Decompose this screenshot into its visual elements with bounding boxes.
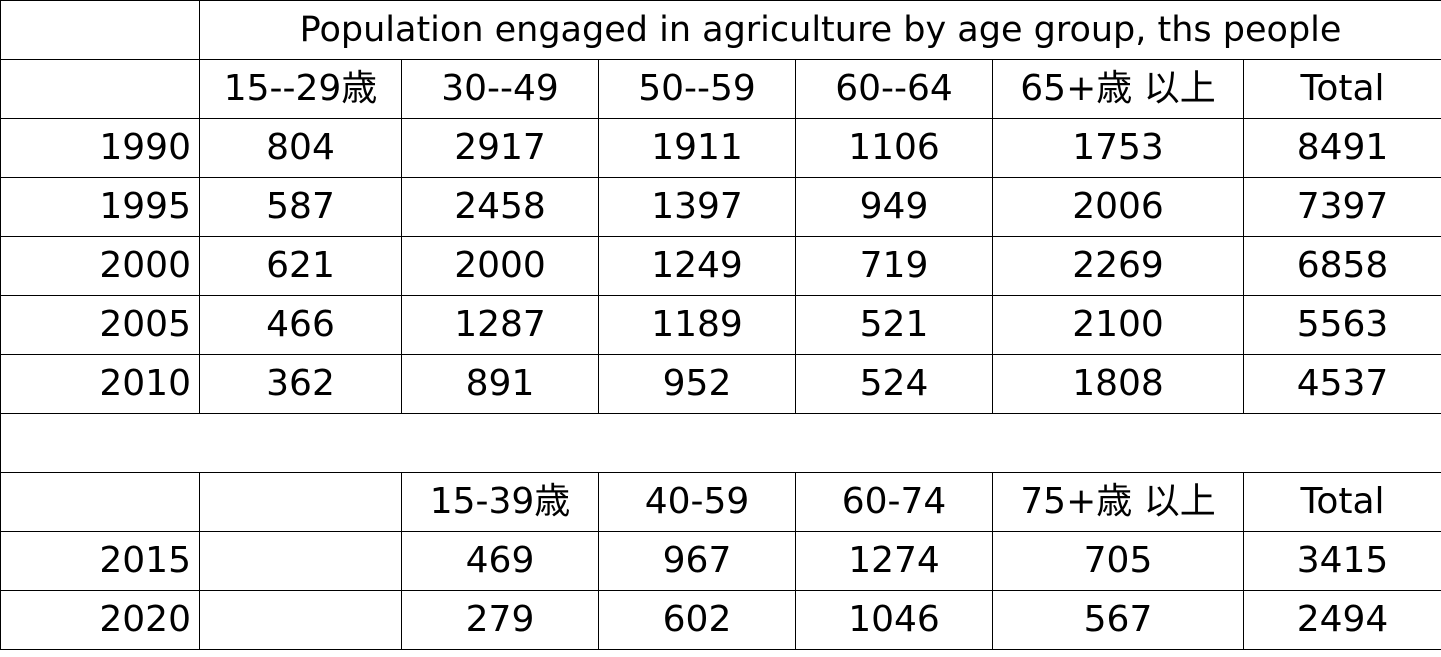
empty-cell[interactable] [0, 0, 200, 60]
value-cell[interactable]: 804 [199, 118, 402, 178]
value-cell[interactable]: 1397 [598, 177, 796, 237]
value-cell[interactable]: 2269 [992, 236, 1244, 296]
total-cell[interactable]: 3415 [1242, 531, 1441, 591]
header-cell[interactable]: 60--64 [795, 59, 993, 119]
value-cell[interactable]: 602 [598, 590, 796, 650]
value-cell[interactable]: 524 [795, 354, 993, 414]
value-cell[interactable]: 2458 [401, 177, 599, 237]
value-cell[interactable]: 2006 [992, 177, 1244, 237]
value-cell[interactable] [199, 590, 402, 650]
value-cell[interactable]: 466 [199, 295, 402, 355]
table-row: 2005 466 1287 1189 521 2100 5563 [0, 295, 1441, 355]
value-cell[interactable]: 2917 [401, 118, 599, 178]
header-cell[interactable]: Total [1242, 59, 1441, 119]
value-cell[interactable]: 469 [401, 531, 599, 591]
empty-cell[interactable] [0, 59, 200, 119]
value-cell[interactable]: 621 [199, 236, 402, 296]
header-cell[interactable]: 65+歳 以上 [992, 59, 1244, 119]
table-row: 1995 587 2458 1397 949 2006 7397 [0, 177, 1441, 237]
total-cell[interactable]: 8491 [1242, 118, 1441, 178]
value-cell[interactable]: 952 [598, 354, 796, 414]
table-row: 2020 279 602 1046 567 2494 [0, 590, 1441, 650]
total-cell[interactable]: 4537 [1242, 354, 1441, 414]
year-cell[interactable]: 1995 [0, 177, 200, 237]
value-cell[interactable]: 2100 [992, 295, 1244, 355]
year-cell[interactable]: 2000 [0, 236, 200, 296]
year-cell[interactable]: 2005 [0, 295, 200, 355]
value-cell[interactable]: 719 [795, 236, 993, 296]
header-row-1: 15--29歳 30--49 50--59 60--64 65+歳 以上 Tot… [0, 59, 1441, 119]
header-cell[interactable]: 15--29歳 [199, 59, 402, 119]
value-cell[interactable]: 1808 [992, 354, 1244, 414]
value-cell[interactable]: 362 [199, 354, 402, 414]
header-cell[interactable]: 50--59 [598, 59, 796, 119]
empty-cell[interactable] [0, 472, 200, 532]
table-title[interactable]: Population engaged in agriculture by age… [198, 0, 1441, 60]
table-row: 2000 621 2000 1249 719 2269 6858 [0, 236, 1441, 296]
header-row-2: 15-39歳 40-59 60-74 75+歳 以上 Total [0, 472, 1441, 532]
total-cell[interactable]: 7397 [1242, 177, 1441, 237]
value-cell[interactable]: 1287 [401, 295, 599, 355]
header-cell[interactable]: 30--49 [401, 59, 599, 119]
year-cell[interactable]: 2010 [0, 354, 200, 414]
header-cell[interactable]: 15-39歳 [401, 472, 599, 532]
value-cell[interactable]: 1046 [795, 590, 993, 650]
value-cell[interactable] [199, 531, 402, 591]
blank-row [0, 413, 1441, 473]
value-cell[interactable]: 1911 [598, 118, 796, 178]
value-cell[interactable]: 567 [992, 590, 1244, 650]
value-cell[interactable]: 891 [401, 354, 599, 414]
total-cell[interactable]: 2494 [1242, 590, 1441, 650]
value-cell[interactable]: 1249 [598, 236, 796, 296]
value-cell[interactable]: 279 [401, 590, 599, 650]
year-cell[interactable]: 2015 [0, 531, 200, 591]
value-cell[interactable]: 1274 [795, 531, 993, 591]
table-row: 2015 469 967 1274 705 3415 [0, 531, 1441, 591]
total-cell[interactable]: 5563 [1242, 295, 1441, 355]
value-cell[interactable]: 967 [598, 531, 796, 591]
value-cell[interactable]: 1189 [598, 295, 796, 355]
value-cell[interactable]: 521 [795, 295, 993, 355]
header-cell[interactable] [199, 472, 402, 532]
value-cell[interactable]: 2000 [401, 236, 599, 296]
value-cell[interactable]: 705 [992, 531, 1244, 591]
value-cell[interactable]: 949 [795, 177, 993, 237]
year-cell[interactable]: 2020 [0, 590, 200, 650]
header-cell[interactable]: Total [1242, 472, 1441, 532]
header-cell[interactable]: 60-74 [795, 472, 993, 532]
total-cell[interactable]: 6858 [1242, 236, 1441, 296]
value-cell[interactable]: 1753 [992, 118, 1244, 178]
empty-cell[interactable] [0, 413, 1441, 473]
value-cell[interactable]: 587 [199, 177, 402, 237]
header-cell[interactable]: 75+歳 以上 [992, 472, 1244, 532]
table-row: 1990 804 2917 1911 1106 1753 8491 [0, 118, 1441, 178]
table-row: 2010 362 891 952 524 1808 4537 [0, 354, 1441, 414]
value-cell[interactable]: 1106 [795, 118, 993, 178]
year-cell[interactable]: 1990 [0, 118, 200, 178]
header-cell[interactable]: 40-59 [598, 472, 796, 532]
title-row: Population engaged in agriculture by age… [0, 0, 1441, 60]
